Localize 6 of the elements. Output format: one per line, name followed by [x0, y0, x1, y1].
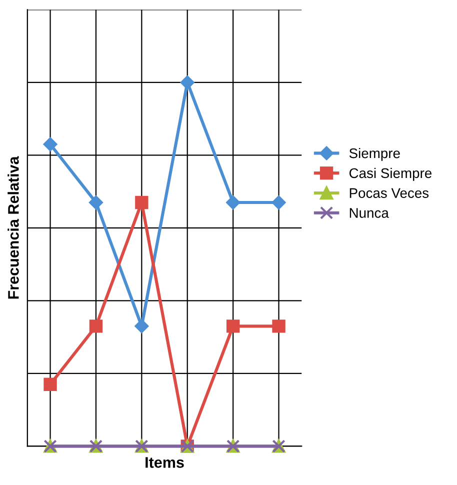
legend-label: Nunca — [350, 208, 389, 218]
x-axis-title: Items — [146, 457, 184, 468]
legend-label: Pocas Veces — [350, 188, 429, 198]
legend-label: Siempre — [349, 148, 400, 161]
legend-label: Casi Siempre — [349, 168, 432, 181]
y-axis-title: Frecuencia Relativa — [8, 156, 19, 299]
